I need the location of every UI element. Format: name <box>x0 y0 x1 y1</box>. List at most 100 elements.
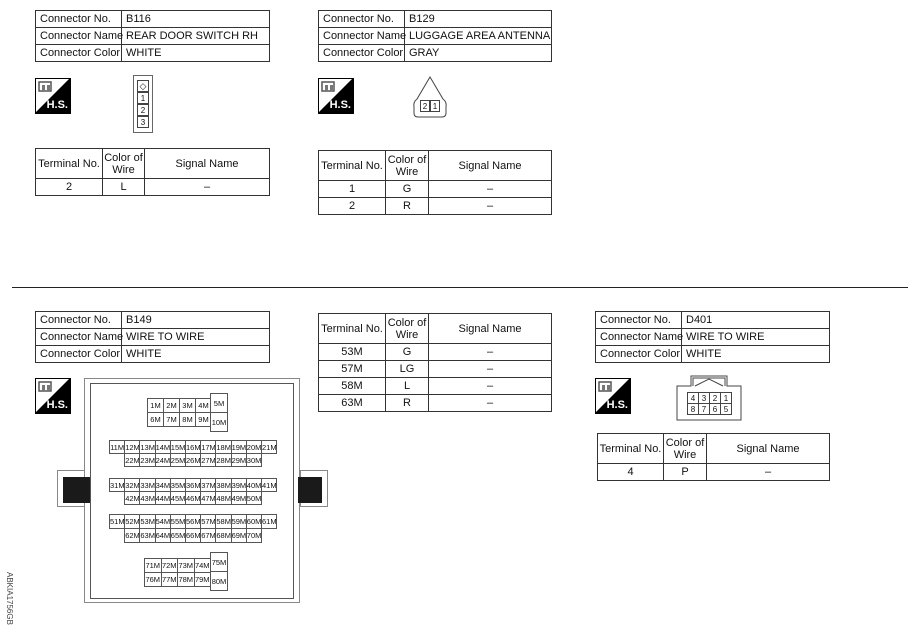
terminal-no: 57M <box>318 360 386 378</box>
pin: 3 <box>137 116 149 128</box>
connector-no-label: Connector No. <box>595 311 682 329</box>
pin: 71M <box>144 558 162 573</box>
signal-name-header: Signal Name <box>428 150 552 181</box>
wire-color: P <box>663 463 707 481</box>
pin: 50M <box>245 491 262 505</box>
wire-color: LG <box>385 360 429 378</box>
terminal-no: 53M <box>318 343 386 361</box>
pin: 6M <box>147 412 164 427</box>
pin: 17M <box>200 440 217 454</box>
connector-no-value: B129 <box>404 10 552 28</box>
connector-info-table: Connector No. B116 Connector Name REAR DOOR… <box>35 10 270 62</box>
terminal-no-header: Terminal No. <box>318 150 386 181</box>
pin: 40M <box>245 478 262 492</box>
terminal-table-header: Terminal No. Color of Wire Signal Name <box>318 313 552 344</box>
signal-name: – <box>428 394 552 412</box>
pin: 13M <box>139 440 156 454</box>
terminal-table: Terminal No. Color of Wire Signal Name 4 P – <box>597 433 830 481</box>
wire-color-header: Color of Wire <box>102 148 145 179</box>
connector-no-value: B149 <box>121 311 270 329</box>
signal-name: – <box>428 180 552 198</box>
pin: 10M <box>210 412 228 432</box>
connector-name-row: Connector Name REAR DOOR SWITCH RH <box>35 27 270 45</box>
pin: 32M <box>124 478 141 492</box>
pin: 30M <box>245 453 262 467</box>
terminal-no-header: Terminal No. <box>318 313 386 344</box>
pin: 14M <box>154 440 171 454</box>
harness-side-icon: H.S. <box>35 378 71 414</box>
pin: 29M <box>230 453 247 467</box>
pin: 20M <box>245 440 262 454</box>
connector-color-label: Connector Color <box>35 345 122 363</box>
table-row: 2 R – <box>318 197 552 215</box>
pin: 75M <box>210 552 228 572</box>
pin: 55M <box>169 514 186 529</box>
wire-color: G <box>385 180 429 198</box>
terminal-no-header: Terminal No. <box>35 148 103 179</box>
connector-name-value: WIRE TO WIRE <box>681 328 830 346</box>
signal-name: – <box>428 197 552 215</box>
pin: 79M <box>193 572 211 587</box>
wire-color-header: Color of Wire <box>663 433 707 464</box>
terminal-no: 1 <box>318 180 386 198</box>
terminal-no-header: Terminal No. <box>597 433 664 464</box>
pin: 31M <box>109 478 126 492</box>
connector-color-label: Connector Color <box>35 44 122 62</box>
hs-label: H.S. <box>46 399 68 411</box>
connector-inner-housing <box>90 383 294 599</box>
pin: 28M <box>215 453 232 467</box>
watermark-code: ABKIA1756GB <box>5 572 14 625</box>
table-row: 53M G – <box>318 343 552 361</box>
pin: 1 <box>430 100 440 112</box>
connector-name-label: Connector Name <box>318 27 406 45</box>
pin: 52M <box>124 514 141 529</box>
table-row: 4 P – <box>597 463 830 481</box>
signal-name: – <box>706 463 830 481</box>
signal-name: – <box>428 377 552 395</box>
pin: 72M <box>160 558 178 573</box>
connector-no-label: Connector No. <box>318 10 405 28</box>
pin: 47M <box>200 491 217 505</box>
pin: 68M <box>215 528 232 543</box>
pin: 34M <box>154 478 171 492</box>
wire-color: G <box>385 343 429 361</box>
pin: 63M <box>139 528 156 543</box>
pin: 1 <box>137 92 149 104</box>
pin: 49M <box>230 491 247 505</box>
connector-name-label: Connector Name <box>595 328 683 346</box>
pin: 39M <box>230 478 247 492</box>
table-row: 63M R – <box>318 394 552 412</box>
connector-color-value: GRAY <box>404 44 552 62</box>
pin: 43M <box>139 491 156 505</box>
signal-name: – <box>144 178 270 196</box>
pin: 69M <box>230 528 247 543</box>
connector-color-value: WHITE <box>121 345 270 363</box>
connector-no-value: D401 <box>681 311 830 329</box>
pin: 1M <box>147 398 164 413</box>
connector-name-row: Connector Name WIRE TO WIRE <box>595 328 830 346</box>
wire-color: L <box>385 377 429 395</box>
pin: 48M <box>215 491 232 505</box>
table-row: 1 G – <box>318 180 552 198</box>
pin: 18M <box>215 440 232 454</box>
connector-name-value: WIRE TO WIRE <box>121 328 270 346</box>
connector-color-value: WHITE <box>121 44 270 62</box>
pin: 59M <box>230 514 247 529</box>
harness-side-icon: H.S. <box>35 78 71 114</box>
pin: 45M <box>169 491 186 505</box>
signal-name: – <box>428 360 552 378</box>
wire-color: R <box>385 394 429 412</box>
pin: 58M <box>215 514 232 529</box>
hs-label: H.S. <box>606 399 628 411</box>
connector-no-label: Connector No. <box>35 10 122 28</box>
connector-left-lock <box>63 477 90 503</box>
connector-color-row: Connector Color GRAY <box>318 44 552 62</box>
terminal-no: 58M <box>318 377 386 395</box>
wire-color-header: Color of Wire <box>385 150 429 181</box>
terminal-no: 2 <box>35 178 103 196</box>
terminal-table-header: Terminal No. Color of Wire Signal Name <box>318 150 552 181</box>
connector-name-label: Connector Name <box>35 27 123 45</box>
connector-no-row: Connector No. D401 <box>595 311 830 329</box>
